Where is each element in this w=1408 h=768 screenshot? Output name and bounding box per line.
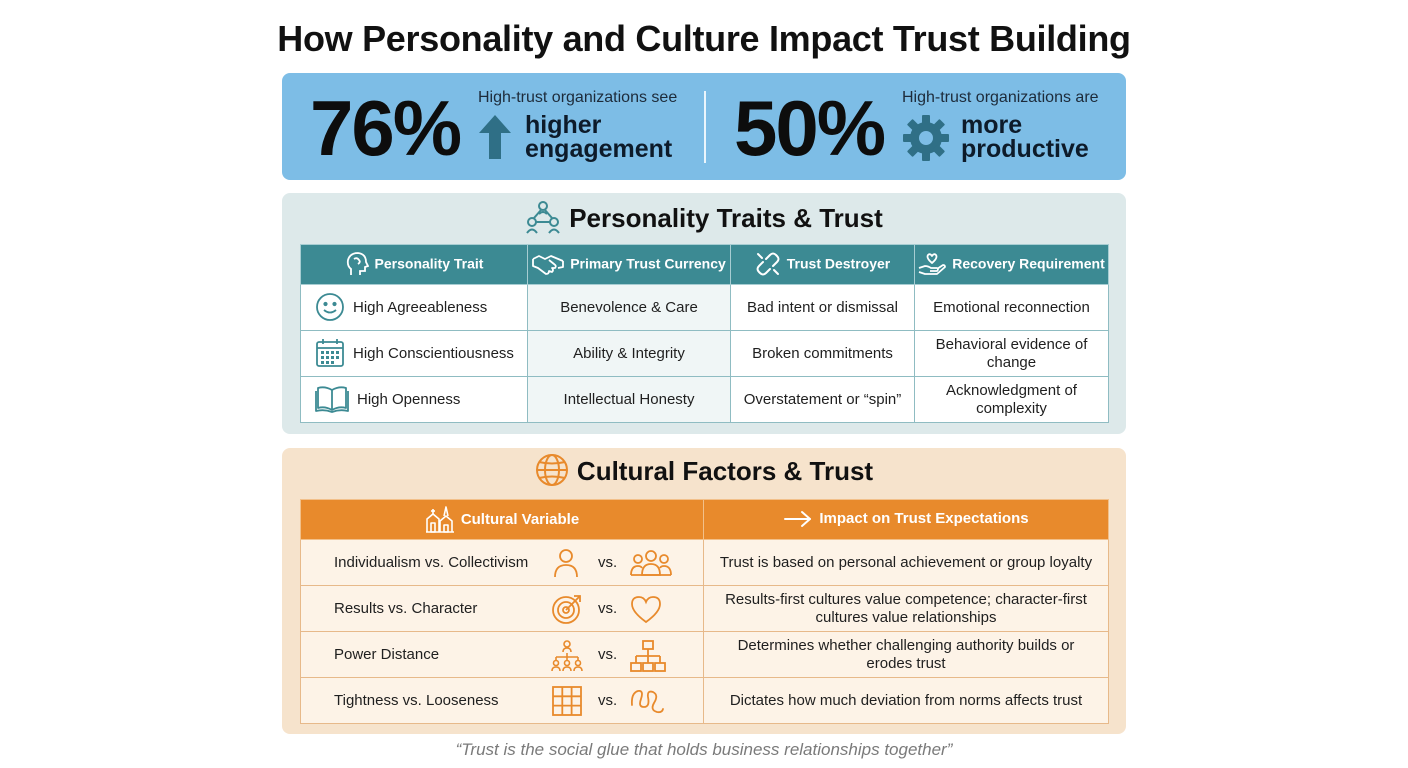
destroyer-cell: Broken commitments — [730, 330, 915, 377]
grid-icon — [552, 686, 582, 716]
impact-cell: Determines whether challenging authority… — [703, 631, 1109, 678]
stat-highlight-productive-2: productive — [961, 135, 1089, 163]
vs-label: vs. — [598, 646, 618, 663]
vs-label: vs. — [598, 600, 618, 617]
variable-label: Individualism vs. Collectivism — [334, 554, 529, 571]
table-row: High Openness Intellectual Honesty Overs… — [300, 376, 1109, 423]
group-icon — [630, 550, 672, 576]
stat-value-engagement: 76% — [310, 84, 462, 172]
header-trust-destroyer: Trust Destroyer — [730, 244, 915, 285]
squiggle-icon — [630, 690, 664, 714]
culture-table: Cultural Variable Impact on Trust Expect… — [300, 499, 1109, 724]
stat-caption-engagement: High-trust organizations see — [478, 89, 678, 106]
trait-cell: High Agreeableness — [300, 284, 528, 331]
calendar-icon — [316, 338, 344, 367]
smiley-icon — [316, 292, 344, 321]
culture-header-row: Cultural Variable Impact on Trust Expect… — [300, 499, 1109, 540]
book-icon — [315, 385, 349, 413]
variable-label: Power Distance — [334, 646, 440, 663]
destroyer-cell: Bad intent or dismissal — [730, 284, 915, 331]
culture-panel: Cultural Factors & Trust Cultural Variab… — [282, 448, 1126, 734]
stats-banner: 76% High-trust organizations see higher … — [282, 73, 1126, 180]
vs-label: vs. — [598, 692, 618, 709]
header-impact: Impact on Trust Expectations — [703, 499, 1109, 540]
variable-cell: Power Distance vs. — [300, 631, 704, 678]
variable-cell: Results vs. Character vs. — [300, 585, 704, 632]
personality-heading-text: Personality Traits & Trust — [569, 203, 883, 233]
stat-value-productive: 50% — [734, 84, 886, 172]
impact-cell: Results-first cultures value competence;… — [703, 585, 1109, 632]
impact-cell: Trust is based on personal achievement o… — [703, 539, 1109, 586]
stat-highlight-engagement-1: higher — [525, 111, 602, 139]
person-icon — [554, 549, 578, 578]
variable-label: Results vs. Character — [334, 600, 478, 617]
header-personality-trait: Personality Trait — [300, 244, 528, 285]
broken-chain-icon — [756, 252, 780, 275]
table-row: High Conscientiousness Ability & Integri… — [300, 330, 1109, 377]
network-people-icon — [526, 201, 561, 234]
stat-highlight-productive-1: more — [961, 111, 1023, 139]
globe-icon — [535, 454, 568, 487]
head-icon — [346, 251, 369, 275]
table-row: Power Distance vs. Determines whether ch… — [300, 631, 1109, 678]
recovery-cell: Acknowledgment of complexity — [914, 376, 1109, 423]
culture-heading-text: Cultural Factors & Trust — [576, 456, 874, 486]
hand-heart-icon — [918, 252, 947, 275]
page-title: How Personality and Culture Impact Trust… — [277, 18, 1131, 59]
personality-header-row: Personality Trait Primary Trust Currency… — [300, 244, 1109, 285]
arrow-right-icon — [784, 510, 812, 527]
variable-cell: Individualism vs. Collectivism vs. — [300, 539, 704, 586]
currency-cell: Ability & Integrity — [527, 330, 731, 377]
vs-label: vs. — [598, 554, 618, 571]
recovery-cell: Emotional reconnection — [914, 284, 1109, 331]
table-row: High Agreeableness Benevolence & Care Ba… — [300, 284, 1109, 331]
table-row: Individualism vs. Collectivism vs. Trust… — [300, 539, 1109, 586]
arrow-up-icon — [479, 115, 511, 159]
header-primary-trust-currency: Primary Trust Currency — [527, 244, 731, 285]
hierarchy-icon — [551, 640, 583, 672]
header-cultural-variable: Cultural Variable — [300, 499, 704, 540]
currency-cell: Intellectual Honesty — [527, 376, 731, 423]
impact-cell: Dictates how much deviation from norms a… — [703, 677, 1109, 724]
table-row: Results vs. Character vs. Results-first … — [300, 585, 1109, 632]
personality-panel: Personality Traits & Trust Personality T… — [282, 193, 1126, 434]
heart-icon — [631, 596, 661, 624]
personality-table: Personality Trait Primary Trust Currency… — [300, 244, 1109, 423]
recovery-cell: Behavioral evidence of change — [914, 330, 1109, 377]
table-row: Tightness vs. Looseness vs. Dictates how… — [300, 677, 1109, 724]
variable-cell: Tightness vs. Looseness vs. — [300, 677, 704, 724]
handshake-icon — [532, 254, 565, 275]
stats-divider — [704, 91, 706, 163]
destroyer-cell: Overstatement or “spin” — [730, 376, 915, 423]
footer-quote: “Trust is the social glue that holds bus… — [455, 740, 953, 759]
culture-heading: Cultural Factors & Trust — [282, 454, 1126, 490]
variable-label: Tightness vs. Looseness — [334, 692, 499, 709]
target-icon — [552, 595, 581, 624]
trait-cell: High Conscientiousness — [300, 330, 528, 377]
gear-icon — [903, 115, 949, 161]
landmarks-icon — [425, 505, 454, 533]
stat-highlight-engagement-2: engagement — [525, 135, 673, 163]
stat-caption-productive: High-trust organizations are — [902, 89, 1099, 106]
currency-cell: Benevolence & Care — [527, 284, 731, 331]
personality-heading: Personality Traits & Trust — [282, 201, 1126, 237]
org-chart-icon — [630, 640, 666, 672]
trait-cell: High Openness — [300, 376, 528, 423]
header-recovery-requirement: Recovery Requirement — [914, 244, 1109, 285]
